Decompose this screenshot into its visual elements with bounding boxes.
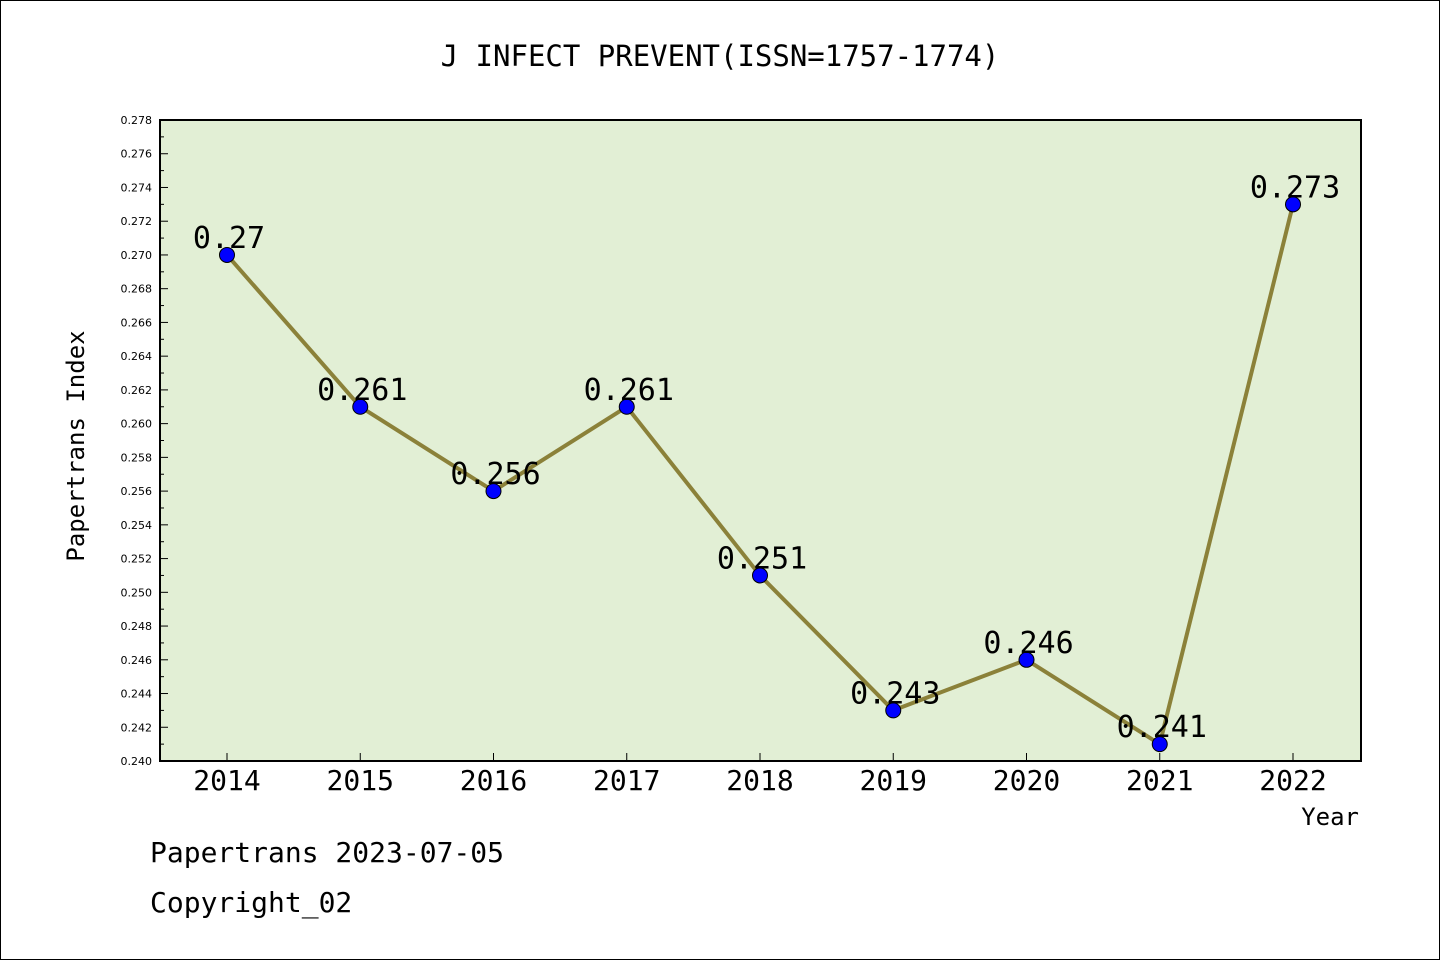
data-point — [485, 483, 502, 500]
y-axis: 0.240 0.242 0.244 0.246 0.248 0.250 0.252 0.254… — [121, 114, 168, 768]
x-tick-label: 2017 — [593, 764, 660, 797]
y-tick-label: 0.244 — [121, 688, 153, 701]
y-tick-label: 0.278 — [121, 114, 153, 127]
y-tick-label: 0.266 — [121, 316, 153, 329]
x-tick-label: 2021 — [1126, 764, 1193, 797]
y-tick-label: 0.242 — [121, 721, 153, 734]
x-tick-label: 2018 — [726, 764, 793, 797]
data-point — [1285, 196, 1301, 213]
x-tick-label: 2015 — [327, 764, 394, 797]
footer-date: Papertrans 2023-07-05 — [150, 836, 505, 869]
data-label: 0.27 — [193, 221, 265, 256]
data-label: 0.243 — [850, 676, 940, 711]
y-tick-label: 0.272 — [121, 215, 153, 228]
y-tick-label: 0.256 — [121, 485, 153, 498]
data-point — [219, 246, 235, 263]
y-axis-label: Papertrans Index — [62, 330, 90, 561]
series-line — [219, 196, 1301, 753]
x-axis-label: Year — [1301, 803, 1359, 831]
y-tick-label: 0.270 — [121, 249, 153, 262]
data-point — [752, 567, 768, 584]
y-tick-label: 0.252 — [121, 553, 153, 566]
data-point — [352, 398, 369, 415]
data-labels: 0.27 0.261 0.256 0.261 0.251 0.243 0.246 0.241 0… — [193, 170, 1340, 745]
x-tick-label: 2014 — [193, 764, 260, 797]
x-tick-label: 2019 — [860, 764, 927, 797]
footer-copyright: Copyright_02 — [150, 886, 353, 919]
x-tick-label: 2020 — [993, 764, 1060, 797]
data-label: 0.246 — [983, 626, 1073, 661]
data-point — [618, 398, 635, 415]
y-tick-label: 0.264 — [121, 350, 153, 363]
data-point — [1018, 651, 1035, 668]
y-tick-label: 0.240 — [121, 755, 153, 768]
x-tick-label: 2022 — [1259, 764, 1326, 797]
data-label: 0.273 — [1250, 170, 1340, 205]
data-label: 0.261 — [317, 373, 407, 408]
data-label: 0.251 — [717, 541, 807, 576]
y-tick-label: 0.254 — [121, 519, 153, 532]
data-label: 0.261 — [584, 373, 674, 408]
x-tick-label: 2016 — [460, 764, 527, 797]
y-tick-label: 0.246 — [121, 654, 153, 667]
y-tick-label: 0.276 — [121, 148, 153, 161]
y-tick-label: 0.250 — [121, 586, 153, 599]
y-tick-label: 0.274 — [121, 181, 153, 194]
data-label: 0.241 — [1117, 710, 1207, 745]
chart-title: J INFECT PREVENT(ISSN=1757-1774) — [441, 39, 1000, 73]
data-point — [1151, 736, 1168, 753]
plot-area — [159, 119, 1362, 762]
y-tick-label: 0.260 — [121, 418, 153, 431]
y-tick-label: 0.262 — [121, 384, 153, 397]
x-axis: 2014 2015 2016 2017 2018 2019 2020 2021 2022 — [193, 753, 1327, 797]
y-tick-label: 0.268 — [121, 283, 153, 296]
y-tick-label: 0.258 — [121, 451, 153, 464]
data-label: 0.256 — [450, 457, 540, 492]
data-point — [885, 702, 902, 719]
y-tick-label: 0.248 — [121, 620, 153, 633]
